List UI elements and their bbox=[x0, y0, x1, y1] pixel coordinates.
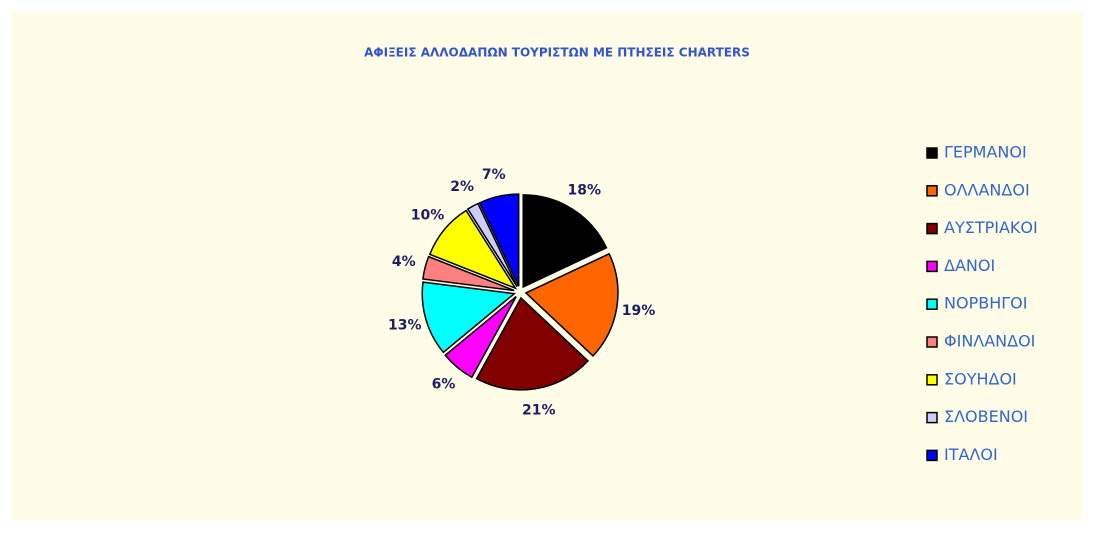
pie-slice bbox=[466, 202, 518, 288]
pie-slice bbox=[524, 252, 619, 357]
legend-label: ΔΑΝΟΙ bbox=[944, 256, 995, 275]
legend-swatch bbox=[926, 222, 938, 235]
legend-swatch bbox=[926, 336, 938, 348]
pie-slice bbox=[421, 281, 517, 354]
pie-slice bbox=[444, 296, 517, 379]
legend-swatch bbox=[926, 298, 938, 310]
data-label: 18% bbox=[568, 183, 602, 199]
legend-label: ΙΤΑΛΟΙ bbox=[944, 445, 998, 464]
chart-title: ΑΦΙΞΕΙΣ ΑΛΛΟΔΑΠΩΝ ΤΟΥΡΙΣΤΩΝ ΜΕ ΠΤΗΣΕΙΣ C… bbox=[364, 46, 750, 60]
legend-swatch bbox=[926, 374, 938, 386]
data-label: 19% bbox=[622, 303, 656, 319]
legend-label: ΦΙΝΛΑΝΔΟΙ bbox=[944, 332, 1035, 351]
data-label: 10% bbox=[411, 208, 445, 224]
legend-label: ΑΥΣΤΡΙΑΚΟΙ bbox=[944, 218, 1038, 237]
legend-label: ΓΕΡΜΑΝΟΙ bbox=[944, 143, 1027, 162]
legend-swatch bbox=[926, 260, 938, 273]
data-label: 7% bbox=[482, 167, 506, 183]
data-label: 4% bbox=[392, 254, 416, 270]
legend-swatch bbox=[926, 449, 938, 462]
pie-slice bbox=[428, 209, 518, 290]
pie-slice bbox=[478, 193, 520, 287]
legend-label: ΣΟΥΗΔΟΙ bbox=[944, 369, 1017, 388]
legend-swatch bbox=[926, 185, 938, 197]
pie-slice bbox=[522, 194, 608, 289]
data-label: 21% bbox=[522, 403, 556, 419]
pie-slice bbox=[475, 296, 590, 391]
legend-swatch bbox=[926, 147, 938, 159]
legend-label: ΝΟΡΒΗΓΟΙ bbox=[944, 294, 1027, 313]
data-label: 13% bbox=[388, 317, 422, 333]
pie-slice bbox=[422, 255, 515, 292]
data-label: 6% bbox=[432, 376, 456, 392]
legend-swatch bbox=[926, 411, 938, 424]
legend-label: ΣΛΟΒΕΝΟΙ bbox=[944, 407, 1028, 426]
legend-label: ΟΛΛΑΝΔΟΙ bbox=[944, 180, 1030, 199]
data-label: 2% bbox=[450, 179, 474, 195]
